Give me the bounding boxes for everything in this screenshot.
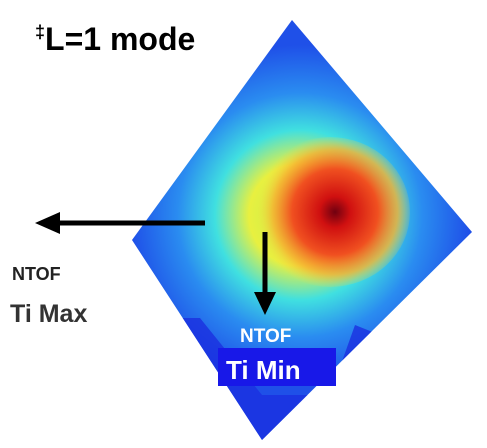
label-line1: NTOF bbox=[240, 326, 291, 347]
figure: ‡L=1 mode NTOF Ti Max NTOF Ti Min bbox=[0, 0, 487, 448]
title-text: L=1 mode bbox=[45, 21, 195, 57]
arrowhead bbox=[35, 212, 60, 234]
title: ‡L=1 mode bbox=[35, 21, 195, 57]
label-line2: Ti Max bbox=[10, 300, 87, 328]
label-line1: NTOF bbox=[12, 264, 61, 284]
title-mark: ‡ bbox=[35, 22, 45, 42]
label-line2: Ti Min bbox=[226, 355, 301, 385]
page: ‡L=1 mode NTOF Ti Max NTOF Ti Min (() =>… bbox=[0, 0, 487, 448]
